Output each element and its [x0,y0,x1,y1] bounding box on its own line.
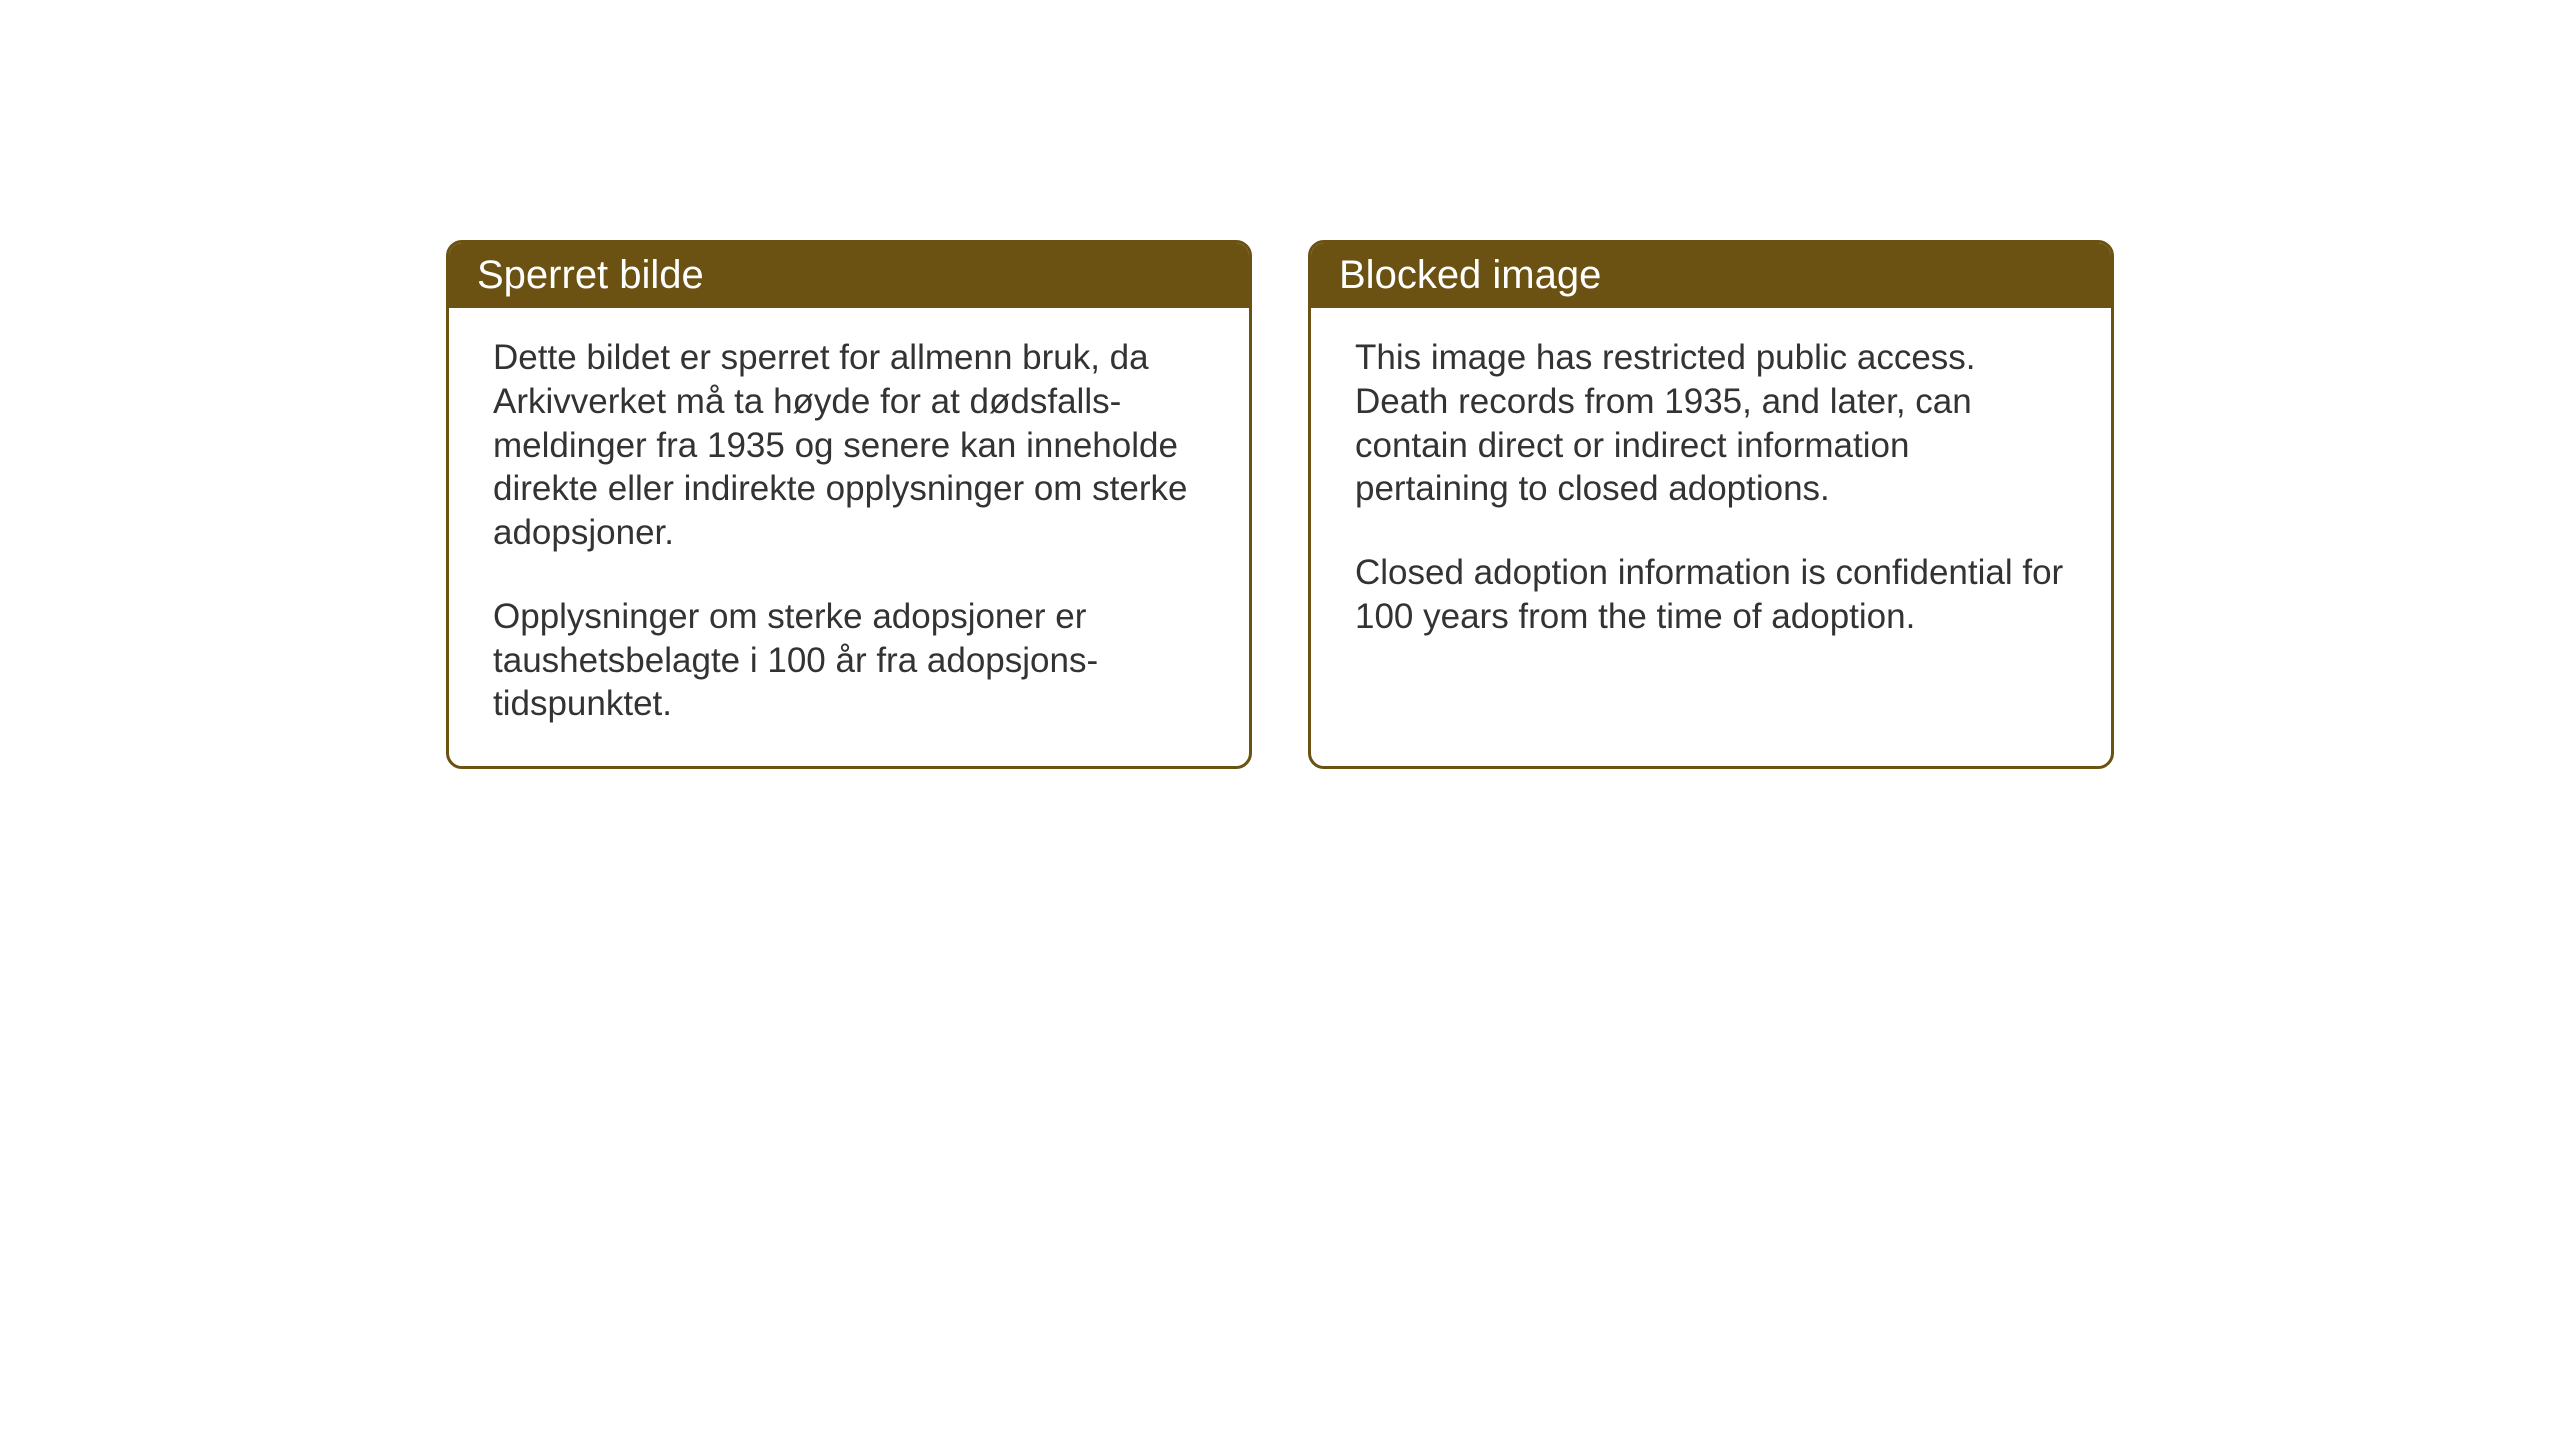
notice-box-english: Blocked image This image has restricted … [1308,240,2114,769]
notice-title-english: Blocked image [1339,253,1601,297]
notice-paragraph-1-norwegian: Dette bildet er sperret for allmenn bruk… [493,336,1205,555]
notice-box-norwegian: Sperret bilde Dette bildet er sperret fo… [446,240,1252,769]
notice-paragraph-1-english: This image has restricted public access.… [1355,336,2067,511]
notice-title-norwegian: Sperret bilde [477,253,704,297]
notice-header-norwegian: Sperret bilde [449,243,1249,308]
notice-paragraph-2-norwegian: Opplysninger om sterke adopsjoner er tau… [493,595,1205,726]
notices-container: Sperret bilde Dette bildet er sperret fo… [446,240,2114,769]
notice-body-norwegian: Dette bildet er sperret for allmenn bruk… [449,308,1249,766]
notice-header-english: Blocked image [1311,243,2111,308]
notice-paragraph-2-english: Closed adoption information is confident… [1355,551,2067,639]
notice-body-english: This image has restricted public access.… [1311,308,2111,679]
